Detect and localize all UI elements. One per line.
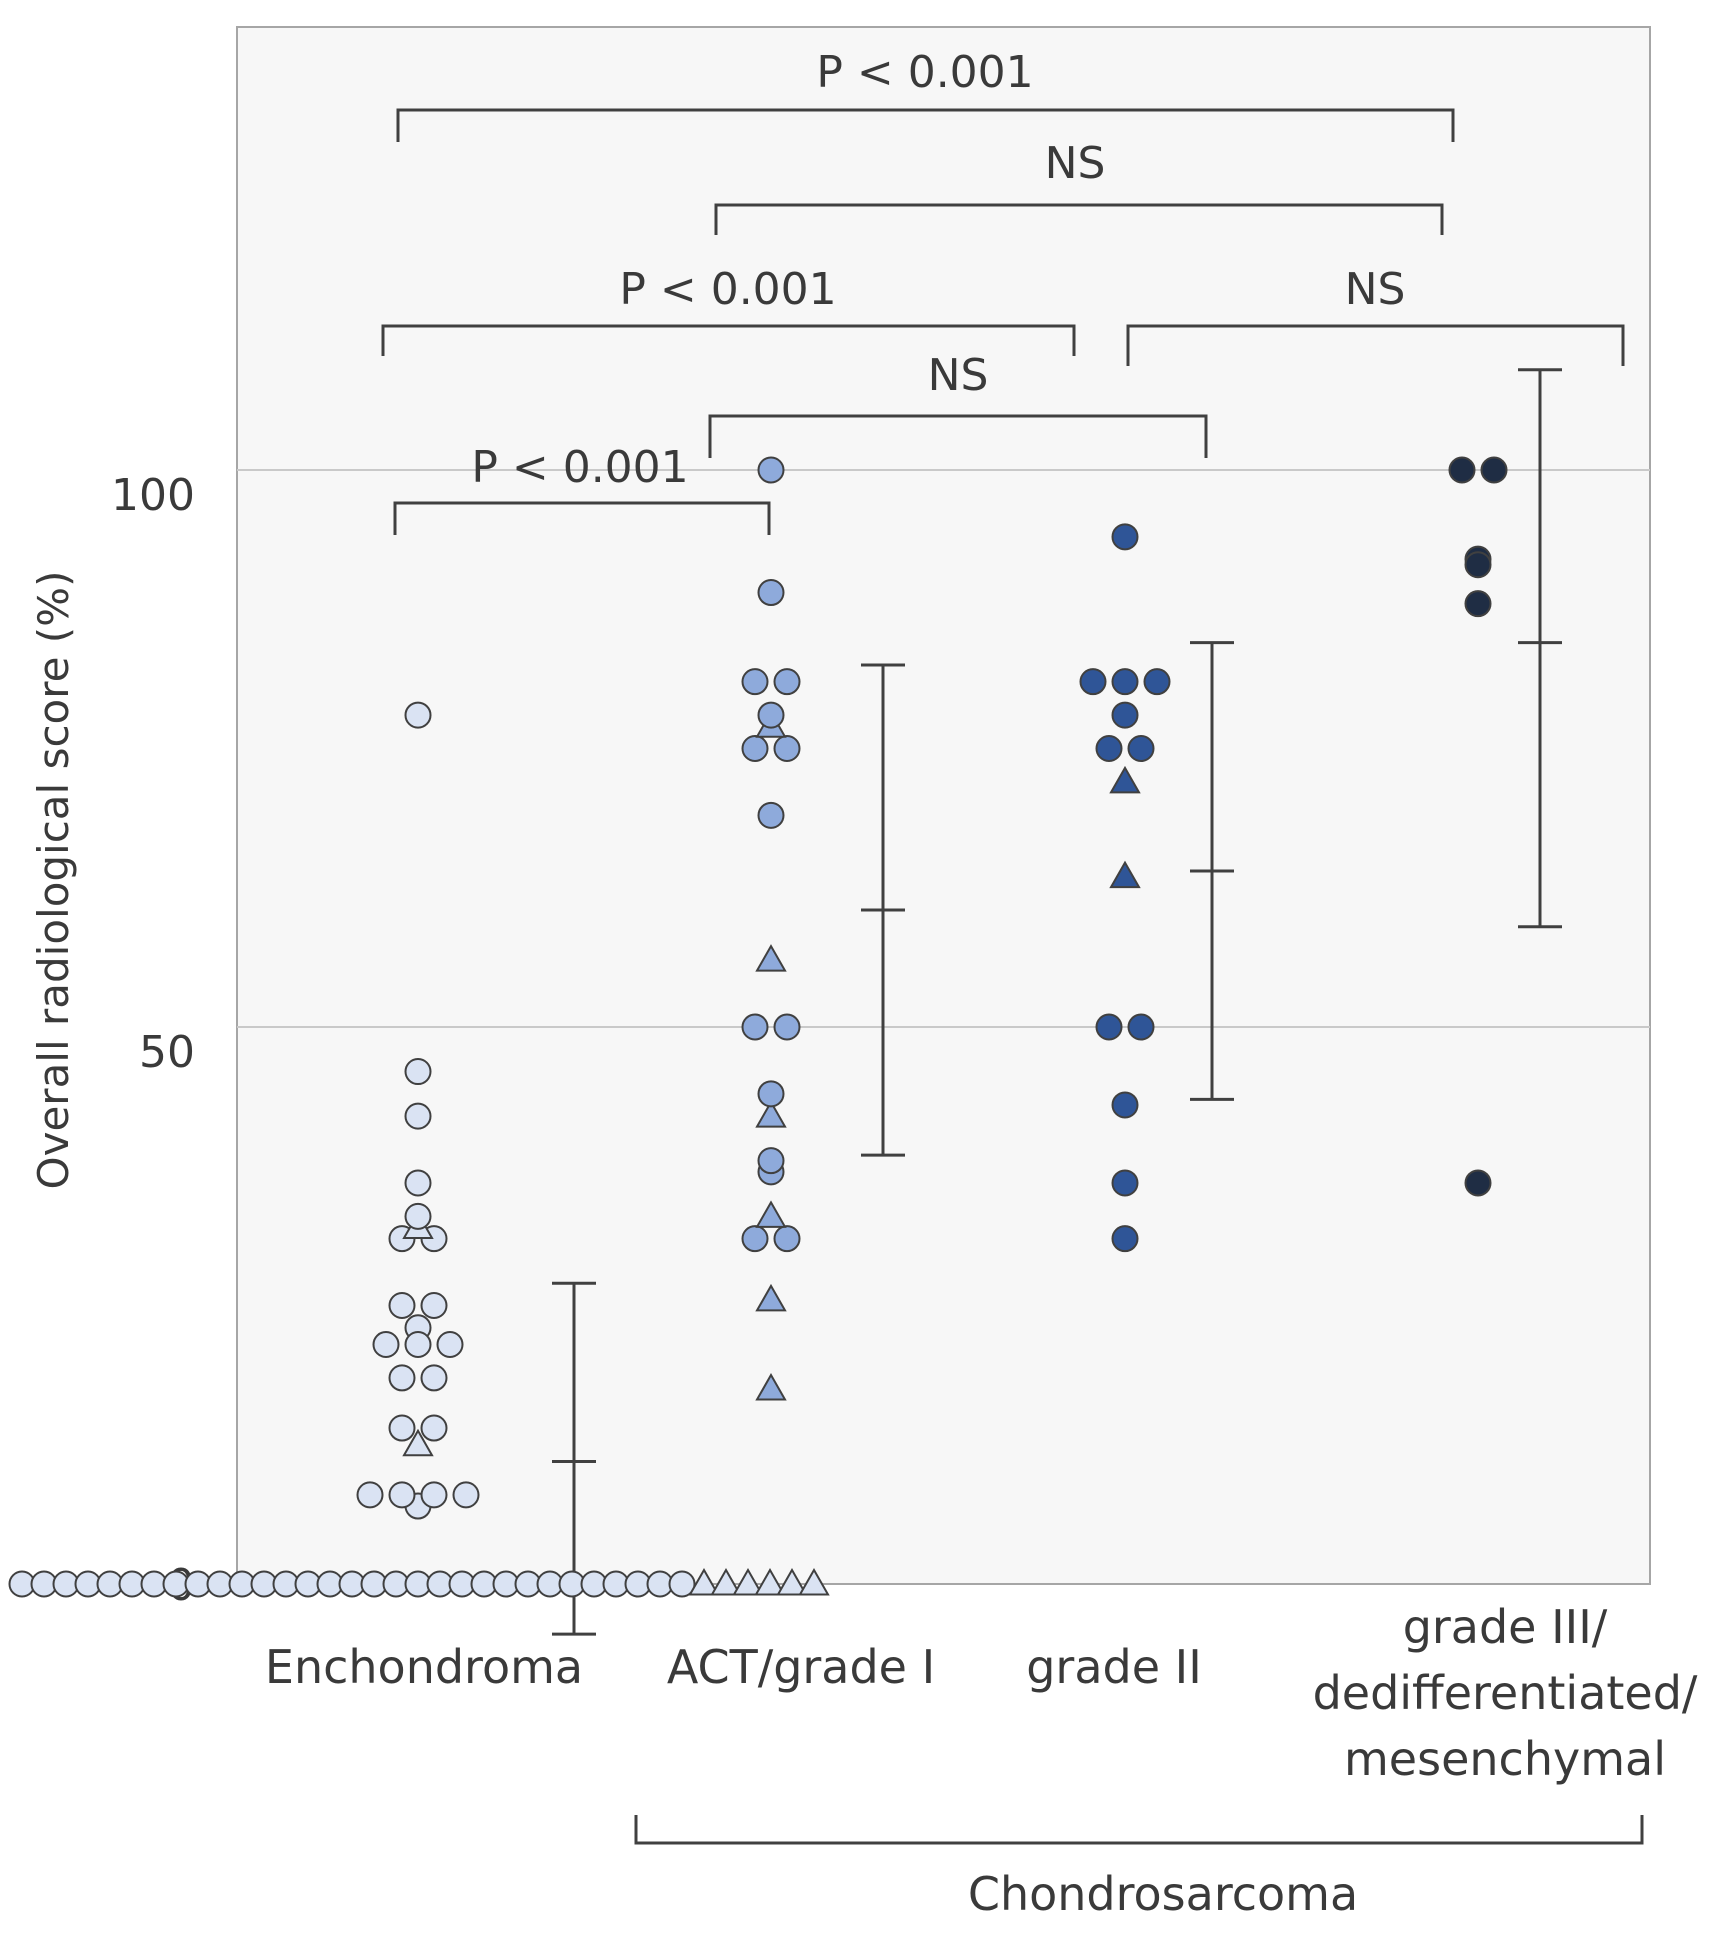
comparison-bracket <box>381 324 1076 356</box>
comparison-bracket <box>1126 324 1625 366</box>
comparison-label: P < 0.001 <box>471 442 688 493</box>
comparison-label: P < 0.001 <box>816 47 1033 98</box>
data-point-triangle <box>754 1567 786 1596</box>
data-point <box>1095 735 1123 762</box>
data-point <box>404 701 432 729</box>
data-point <box>1111 1091 1139 1119</box>
comparison-bracket <box>393 501 771 535</box>
data-point <box>1079 668 1107 696</box>
comparison-label: NS <box>1345 264 1406 315</box>
comparison-bracket <box>396 108 1455 142</box>
data-point <box>388 1364 416 1392</box>
data-point <box>420 1414 448 1442</box>
error-bars <box>552 368 1562 1636</box>
data-point <box>1143 668 1171 696</box>
category-label: grade III/dedifferentiated/mesenchymal <box>1313 1600 1698 1786</box>
comparison-label: NS <box>928 350 989 401</box>
data-point <box>420 1481 448 1509</box>
data-point <box>741 735 769 762</box>
category-label: Enchondroma <box>265 1640 583 1694</box>
data-point <box>1464 590 1492 618</box>
category-label-line: grade III/ <box>1403 1600 1608 1654</box>
category-label: grade II <box>1026 1640 1202 1694</box>
y-tick-label: 100 <box>111 470 195 521</box>
data-point <box>1127 735 1155 762</box>
data-point <box>388 1292 416 1319</box>
data-point-triangle <box>755 1373 787 1401</box>
category-label-line: mesenchymal <box>1344 1732 1666 1786</box>
grid-layer <box>237 469 1650 1028</box>
data-point <box>1480 456 1508 484</box>
data-point <box>436 1330 464 1358</box>
data-point <box>452 1481 480 1509</box>
data-point <box>356 1481 384 1509</box>
comparison-label: NS <box>1045 138 1106 189</box>
data-point <box>773 1225 801 1253</box>
comparison-bracket <box>708 414 1208 458</box>
data-point <box>1127 1013 1155 1041</box>
data-point-triangle <box>755 1200 787 1228</box>
category-label-line: grade II <box>1026 1640 1202 1694</box>
data-point <box>741 668 769 696</box>
data-point <box>741 1225 769 1253</box>
data-point <box>1464 551 1492 579</box>
data-point <box>1111 1225 1139 1253</box>
data-point-triangle <box>1109 860 1141 889</box>
chondrosarcoma-bracket <box>634 1815 1644 1845</box>
data-point <box>668 1570 696 1598</box>
data-point <box>372 1330 400 1358</box>
category-label: ACT/grade I <box>667 1640 935 1694</box>
data-point <box>1111 523 1139 551</box>
data-point-triangle <box>755 944 787 972</box>
y-axis-title: Overall radiological score (%) <box>29 571 78 1190</box>
data-point <box>1464 1169 1492 1197</box>
y-axis-ticks: 050100 <box>111 470 195 1611</box>
data-point-triangle <box>688 1567 720 1596</box>
data-point <box>404 1330 432 1358</box>
data-point-triangle <box>732 1567 764 1596</box>
comparison-bracket <box>714 203 1444 235</box>
data-point <box>1111 668 1139 696</box>
data-point <box>757 579 785 607</box>
data-point <box>773 668 801 696</box>
y-tick-label: 50 <box>139 1027 195 1078</box>
plot-area <box>236 26 1651 1585</box>
data-point <box>1448 456 1476 484</box>
data-point <box>1095 1013 1123 1041</box>
data-point <box>757 701 785 729</box>
comparison-label: P < 0.001 <box>619 264 836 315</box>
category-label-line: dedifferentiated/ <box>1313 1666 1698 1720</box>
data-point <box>1111 1169 1139 1197</box>
data-point <box>388 1414 416 1442</box>
data-point <box>757 456 785 484</box>
data-point-triangle <box>755 1100 787 1128</box>
data-point <box>404 1058 432 1086</box>
data-point-triangle <box>755 1283 787 1312</box>
data-point-triangle <box>402 1428 434 1457</box>
category-label-line: Enchondroma <box>265 1640 583 1694</box>
data-point-triangle <box>710 1567 742 1596</box>
data-point-triangle <box>776 1567 808 1596</box>
data-point <box>757 801 785 829</box>
data-point <box>404 1169 432 1197</box>
data-point <box>757 1147 785 1175</box>
data-point <box>420 1364 448 1392</box>
data-point <box>420 1292 448 1319</box>
data-point <box>773 735 801 762</box>
chondrosarcoma-label: Chondrosarcoma <box>968 1867 1358 1921</box>
data-point <box>741 1013 769 1041</box>
data-point-triangle <box>798 1567 830 1596</box>
data-point <box>404 1102 432 1130</box>
data-point-triangle <box>1109 765 1141 794</box>
data-point <box>1111 701 1139 729</box>
data-point <box>388 1481 416 1509</box>
data-point <box>773 1013 801 1041</box>
data-points <box>8 456 1508 1598</box>
category-label-line: ACT/grade I <box>667 1640 935 1694</box>
data-point <box>404 1202 432 1230</box>
category-labels: Enchondroma ACT/grade I grade II grade III/… <box>265 1600 1698 1786</box>
data-point <box>757 1080 785 1108</box>
